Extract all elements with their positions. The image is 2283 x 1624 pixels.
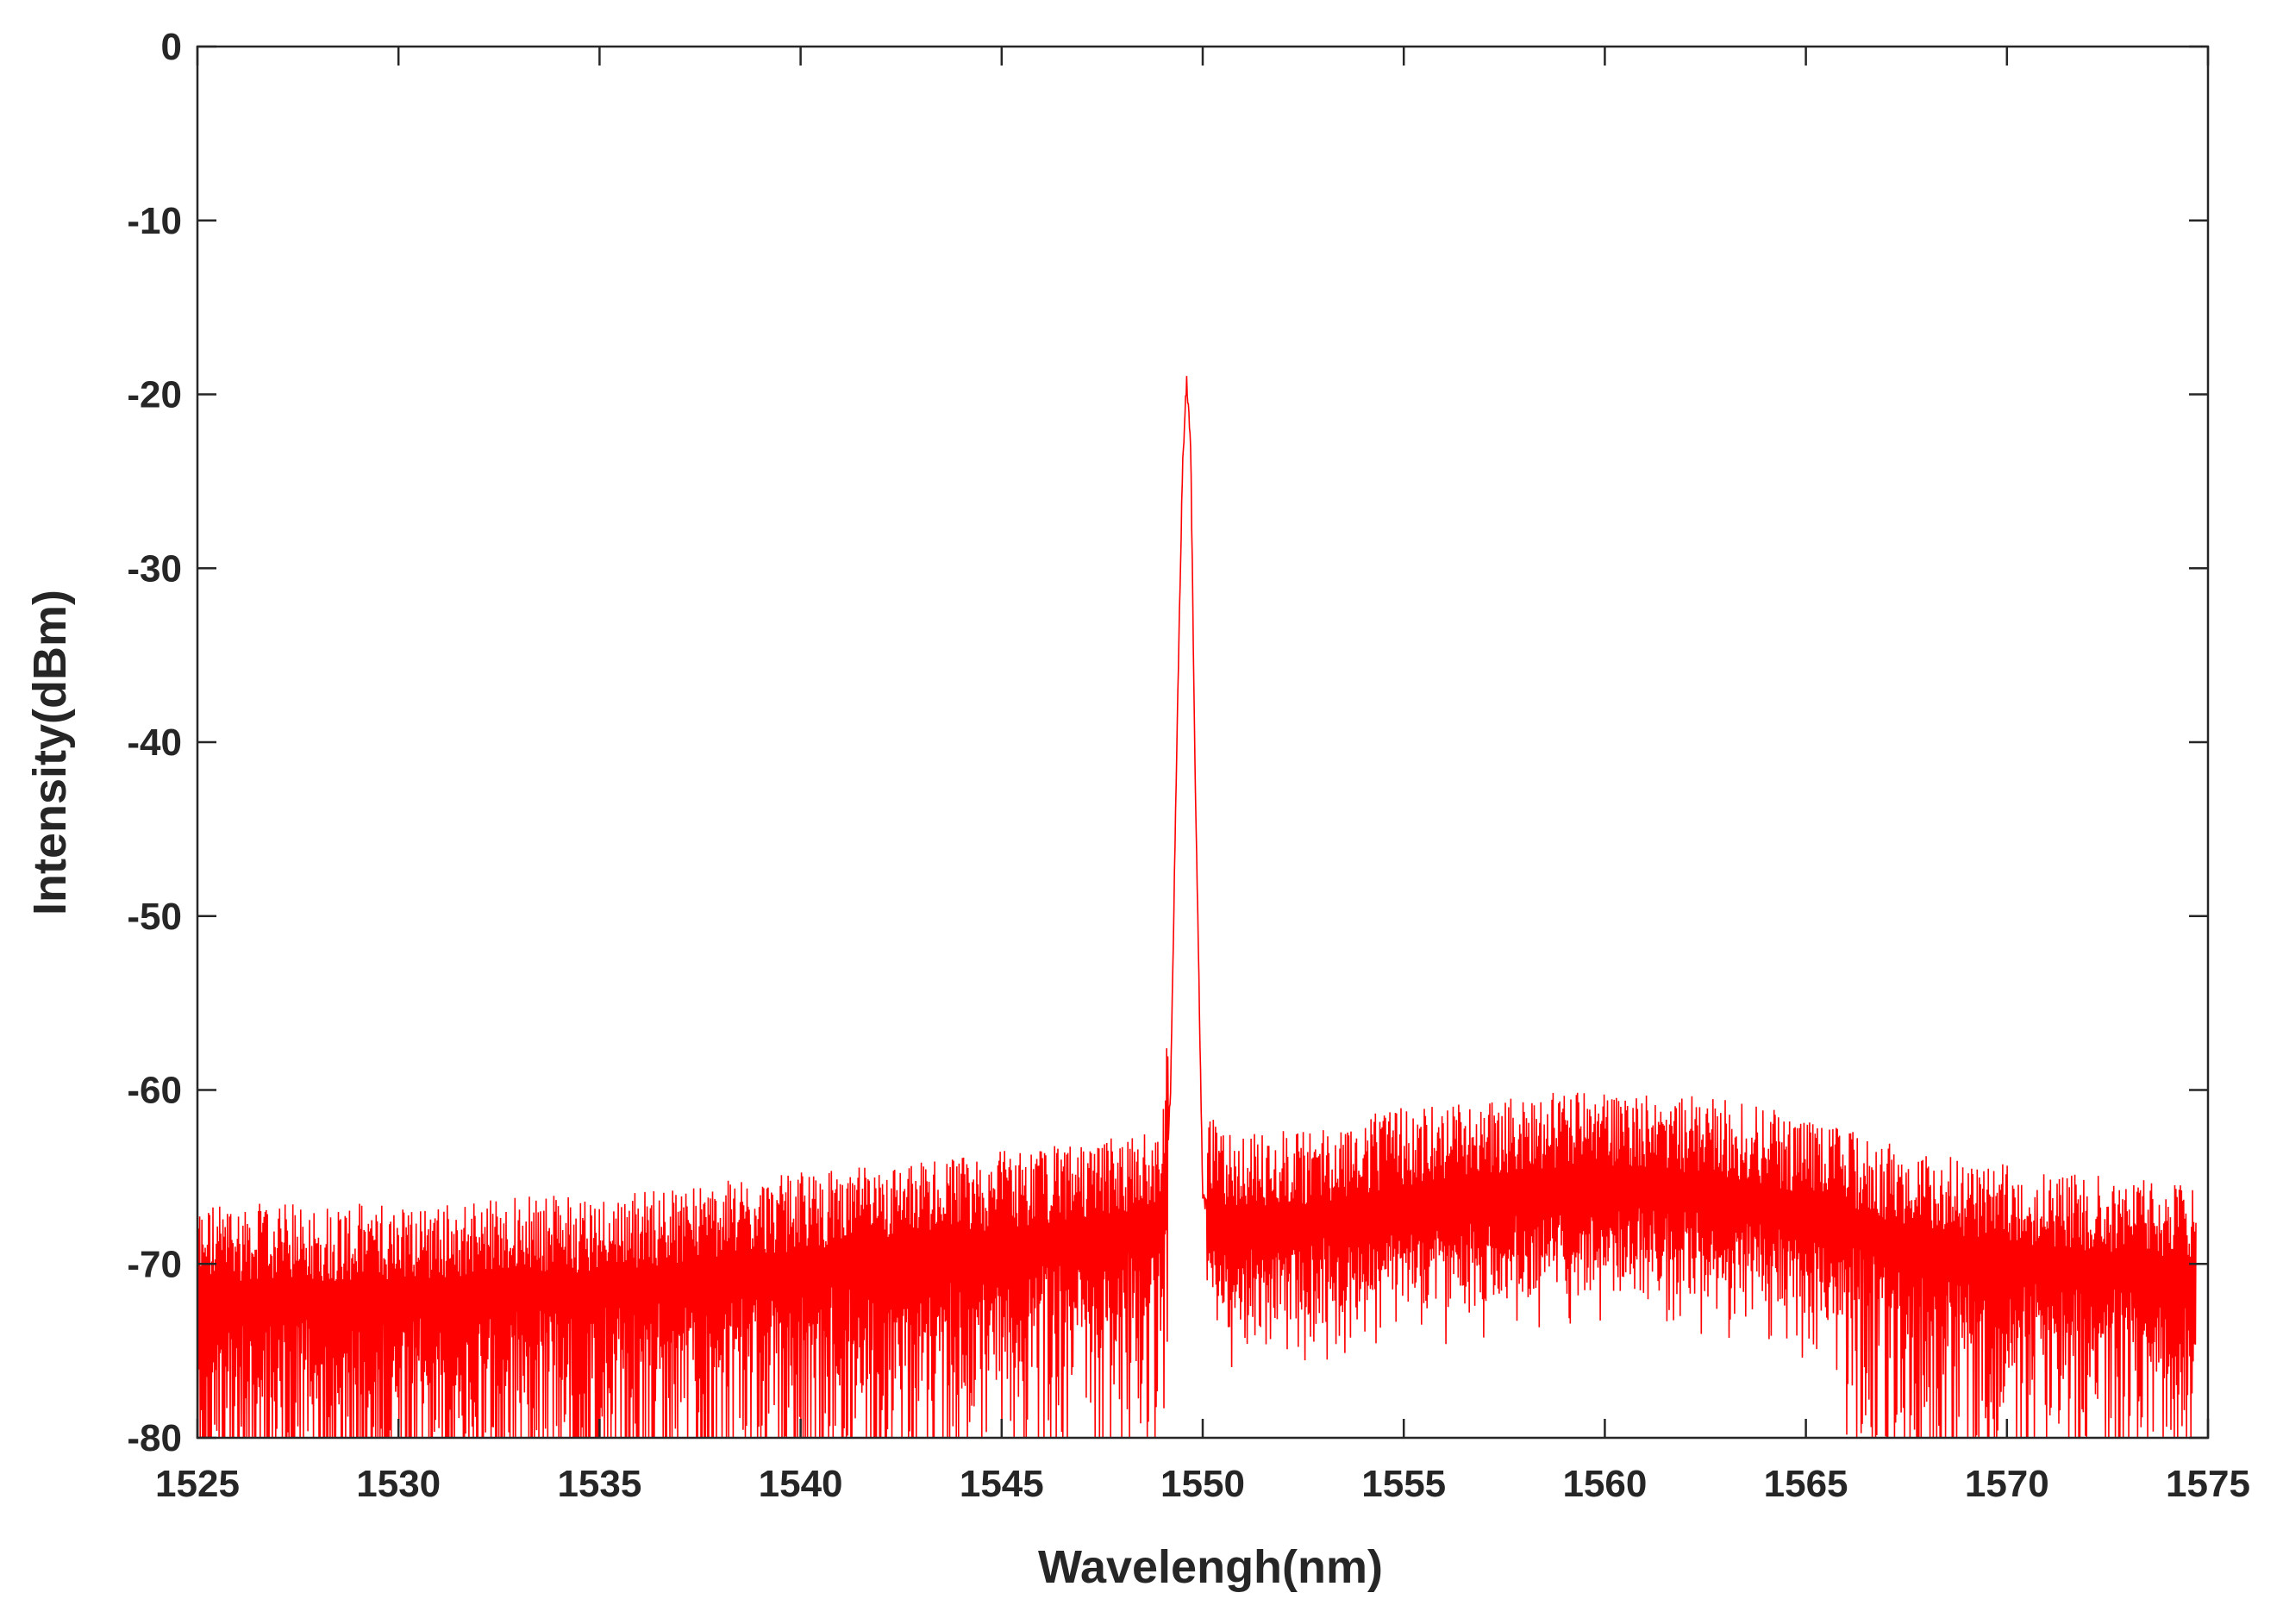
y-tick-label: -80 <box>127 1417 182 1459</box>
y-tick-label: -20 <box>127 374 182 416</box>
x-tick-label: 1550 <box>1160 1463 1245 1505</box>
x-tick-label: 1560 <box>1562 1463 1647 1505</box>
x-tick-label: 1545 <box>960 1463 1044 1505</box>
x-tick-label: 1575 <box>2166 1463 2250 1505</box>
y-tick-label: -40 <box>127 721 182 764</box>
y-tick-label: -60 <box>127 1070 182 1112</box>
x-tick-label: 1540 <box>759 1463 843 1505</box>
x-tick-label: 1530 <box>356 1463 441 1505</box>
x-tick-label: 1565 <box>1764 1463 1848 1505</box>
y-tick-label: -70 <box>127 1243 182 1285</box>
plot-area <box>197 376 2197 1439</box>
y-tick-label: 0 <box>161 26 182 68</box>
y-axis: 0 -10 -20 -30 -40 -50 -60 -70 -80 <box>127 26 2208 1459</box>
x-tick-label: 1535 <box>557 1463 641 1505</box>
y-tick-label: -30 <box>127 547 182 590</box>
x-tick-label: 1525 <box>155 1463 240 1505</box>
x-axis: 1525 1530 1535 1540 1545 1550 1555 1560 1565 1570… <box>155 47 2250 1505</box>
x-tick-label: 1570 <box>1965 1463 2049 1505</box>
y-axis-label: Intensity(dBm) <box>24 590 76 915</box>
y-tick-label: -50 <box>127 896 182 938</box>
x-axis-label: Wavelengh(nm) <box>1038 1541 1383 1593</box>
y-tick-label: -10 <box>127 200 182 242</box>
x-tick-label: 1555 <box>1361 1463 1446 1505</box>
spectrum-line <box>197 376 2197 1439</box>
